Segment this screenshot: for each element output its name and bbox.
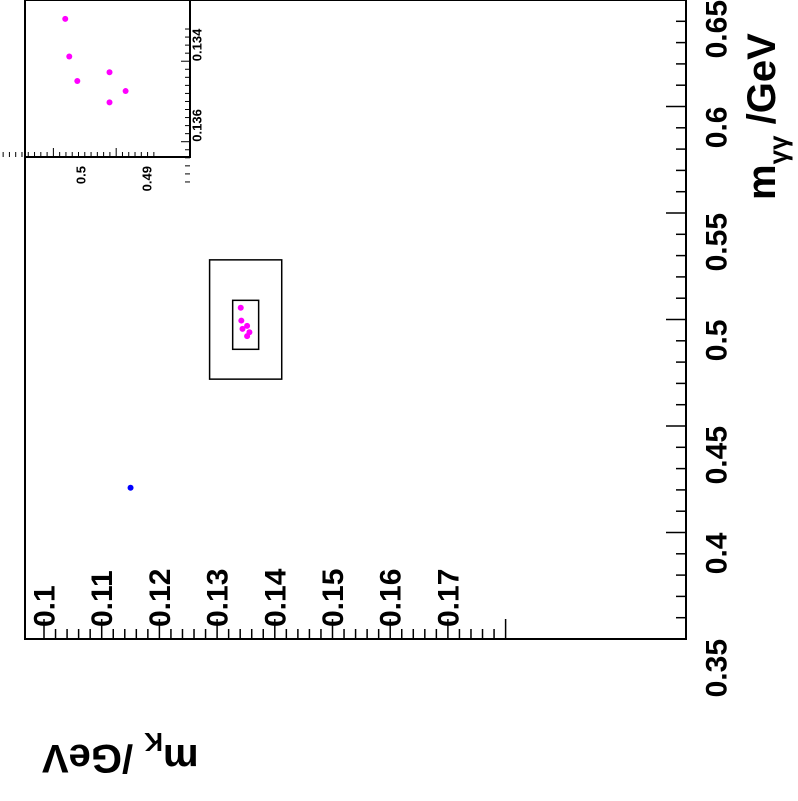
outer-box [208,259,283,380]
y-tick-label: 0.16 [375,569,408,627]
y-tick-label: 0.17 [432,569,465,627]
y-axis-title: mγγ /GeV [740,33,793,200]
inset-data-point [106,99,113,106]
inset-x-tick-label: 0.5 [74,166,89,184]
data-point [127,484,134,491]
data-point [239,325,246,332]
x-tick-label: 0.65 [701,0,734,58]
y-tick-label: 0.12 [144,569,177,627]
inset-y-tick-label: 0.134 [190,28,205,61]
x-tick-label: 0.4 [701,532,734,574]
x-tick-label: 0.5 [701,320,734,362]
inset-data-point [66,53,73,60]
inset-x-tick-label: 0.49 [140,166,155,191]
x-axis-title: mK /GeV [42,727,199,780]
data-point [244,333,251,340]
data-point [237,304,244,311]
y-tick-label: 0.13 [202,569,235,627]
inset-data-point [122,88,129,95]
x-tick-label: 0.35 [701,639,734,697]
x-tick-label: 0.55 [701,213,734,271]
y-tick-label: 0.15 [317,569,350,627]
inner-box [231,299,260,351]
inset-frame [24,0,191,158]
inset-data-point [106,69,113,76]
x-tick-label: 0.45 [701,426,734,484]
data-point [238,317,245,324]
y-tick-label: 0.11 [86,570,119,627]
inset-y-tick-label: 0.136 [190,109,205,142]
data-point [244,322,251,329]
x-tick-label: 0.6 [701,107,734,149]
y-tick-label: 0.1 [29,585,62,627]
inset-data-point [74,78,81,85]
y-tick-label: 0.14 [259,568,292,627]
inset-data-point [62,15,69,22]
